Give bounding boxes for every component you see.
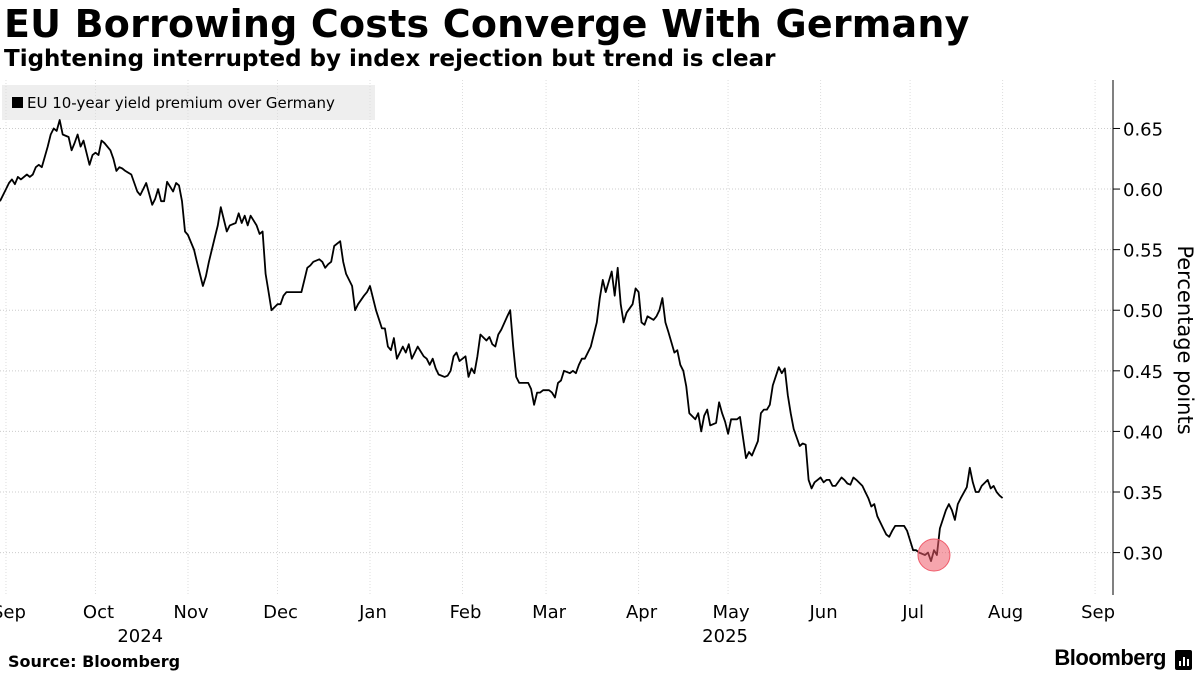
legend-swatch xyxy=(12,97,23,108)
y-tick-label: 0.65 xyxy=(1123,119,1163,140)
x-tick-label: Sep xyxy=(1081,602,1115,623)
legend-label: EU 10-year yield premium over Germany xyxy=(27,93,335,112)
highlight-circle xyxy=(917,538,951,572)
x-tick-label: Jun xyxy=(809,602,838,623)
chart-subtitle: Tightening interrupted by index rejectio… xyxy=(4,46,776,72)
y-tick-label: 0.60 xyxy=(1123,180,1163,201)
y-tick-label: 0.55 xyxy=(1123,241,1163,262)
x-grid-lines xyxy=(5,80,1096,595)
x-tick-label: Aug xyxy=(988,602,1023,623)
x-tick-label: Dec xyxy=(263,602,298,623)
series-layer xyxy=(0,119,1004,562)
grid-lines xyxy=(0,127,1113,554)
x-year-label: 2025 xyxy=(702,626,748,647)
x-tick-label: Oct xyxy=(83,602,114,623)
series-line xyxy=(0,119,1004,562)
legend: EU 10-year yield premium over Germany xyxy=(2,85,375,120)
y-tick-label: 0.45 xyxy=(1123,362,1163,383)
x-tick-label: Feb xyxy=(450,602,482,623)
y-tick-label: 0.40 xyxy=(1123,422,1163,443)
y-axis: 0.30 0.35 0.40 0.45 0.50 0.55 0.60 0.65 xyxy=(1112,80,1163,595)
y-tick-label: 0.30 xyxy=(1123,544,1163,565)
brand-logo: Bloomberg xyxy=(1054,645,1166,670)
x-tick-label: May xyxy=(712,602,750,623)
y-tick-label: 0.50 xyxy=(1123,301,1163,322)
chart-title: EU Borrowing Costs Converge With Germany xyxy=(4,2,970,46)
x-tick-label: Mar xyxy=(532,602,567,623)
source-note: Source: Bloomberg xyxy=(8,652,181,671)
x-axis: Sep Oct Nov Dec Jan Feb Mar Apr May Jun Jul Aug Sep 2… xyxy=(0,602,1115,647)
x-tick-label: Nov xyxy=(173,602,208,623)
y-tick-label: 0.35 xyxy=(1123,483,1163,504)
x-tick-label: Jan xyxy=(358,602,387,623)
x-tick-label: Jul xyxy=(901,602,924,623)
bloomberg-terminal-icon xyxy=(1175,650,1192,670)
x-tick-label: Apr xyxy=(626,602,658,623)
y-axis-label: Percentage points xyxy=(1173,245,1197,435)
highlight-layer xyxy=(917,538,951,572)
x-year-label: 2024 xyxy=(117,626,163,647)
x-tick-label: Sep xyxy=(0,602,26,623)
